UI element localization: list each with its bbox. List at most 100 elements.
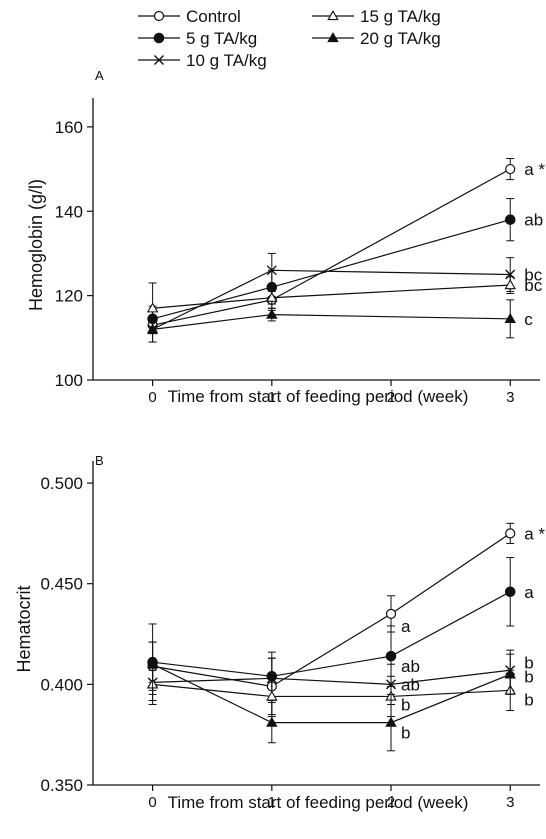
significance-label: bc: [524, 266, 542, 285]
significance-label: a *: [524, 160, 545, 179]
x-tick-label: 1: [268, 389, 276, 406]
significance-label: b: [401, 695, 410, 714]
x-tick-label: 0: [148, 389, 156, 406]
significance-label: ab *: [524, 211, 546, 230]
significance-labels: a a *: [401, 524, 545, 636]
data-point: [266, 716, 278, 727]
series-line: [152, 314, 511, 330]
series-line: [152, 532, 511, 687]
y-tick-label: 0.350: [40, 776, 83, 795]
x-tick-label: 2: [387, 389, 395, 406]
series: [146, 276, 516, 335]
series-line: [152, 683, 511, 698]
legend: Control 15 g TA/kg 5 g TA/kg 20 g TA/kg 10 g…: [138, 7, 441, 70]
significance-label: b: [524, 690, 533, 709]
series-line: [152, 168, 511, 326]
significance-label: b: [401, 724, 410, 743]
panel-b-hematocrit: B 0.350 0.400 0.450 0.500 0 1 2 3 Time from start…: [14, 453, 545, 812]
data-point: [146, 323, 159, 334]
significance-label: a: [524, 583, 534, 602]
series: [146, 299, 516, 343]
series: [147, 557, 516, 701]
y-tick-label: 0.400: [40, 675, 83, 694]
legend-label: 10 g TA/kg: [186, 51, 267, 70]
legend-marker-icon: [153, 10, 165, 22]
legend-label: 15 g TA/kg: [360, 7, 441, 26]
y-tick-label: 0.450: [40, 575, 83, 594]
legend-entry: 5 g TA/kg: [138, 29, 257, 48]
data-point: [266, 265, 277, 276]
data-point: [505, 163, 516, 175]
legend-marker-icon: [153, 32, 165, 44]
series-line: [152, 591, 511, 677]
significance-label: a: [401, 617, 411, 636]
data-point: [266, 690, 278, 701]
significance-labels: a *: [524, 160, 545, 179]
significance-label: bc: [524, 276, 542, 295]
y-tick-label: 160: [55, 118, 83, 137]
legend-entry: 10 g TA/kg: [138, 51, 267, 70]
significance-label: a *: [524, 524, 545, 543]
significance-labels: aba: [401, 583, 534, 676]
x-tick-label: 3: [506, 794, 514, 811]
data-point: [385, 608, 397, 620]
significance-labels: c: [524, 310, 533, 329]
data-point: [504, 668, 516, 679]
significance-label: b: [524, 653, 533, 672]
y-tick-label: 140: [55, 202, 83, 221]
data-point: [266, 308, 278, 319]
legend-marker-icon: [327, 32, 339, 43]
legend-label: Control: [186, 7, 241, 26]
x-axis-label: Time from start of feeding period (week): [168, 387, 469, 406]
significance-label: ab: [401, 675, 420, 694]
significance-labels: ab *: [524, 211, 546, 230]
data-point: [505, 528, 516, 539]
legend-label: 20 g TA/kg: [360, 29, 441, 48]
data-point: [385, 650, 397, 662]
data-point: [385, 716, 397, 727]
data-point: [504, 586, 516, 598]
significance-labels: bc: [524, 276, 542, 295]
data-point: [146, 302, 159, 313]
y-axis-label: Hemoglobin (g/l): [26, 179, 46, 311]
panel-label: A: [95, 68, 104, 83]
series: [146, 623, 516, 752]
series: [147, 252, 516, 343]
significance-label: c: [524, 310, 533, 329]
legend-marker-icon: [327, 10, 339, 21]
significance-labels: bc: [524, 266, 542, 285]
x-tick-label: 3: [506, 389, 514, 406]
series: [147, 158, 516, 335]
legend-entry: Control: [138, 7, 241, 26]
series-line: [152, 669, 511, 685]
data-point: [504, 279, 516, 290]
data-point: [504, 214, 516, 225]
data-point: [146, 658, 159, 669]
significance-labels: bb: [401, 667, 534, 742]
x-tick-label: 2: [387, 794, 395, 811]
legend-entry: 20 g TA/kg: [312, 29, 441, 48]
series: [146, 667, 516, 718]
panel-label: B: [95, 453, 104, 468]
y-tick-label: 100: [55, 371, 83, 390]
x-axis-label: Time from start of feeding period (week): [168, 793, 469, 812]
panel-a-hemoglobin: A 100 120 140 160 0 1 2 3 Time from start of feed…: [26, 68, 546, 406]
legend-marker-icon: [154, 55, 164, 65]
legend-label: 5 g TA/kg: [186, 29, 257, 48]
series-line: [152, 269, 511, 330]
x-tick-label: 0: [148, 794, 156, 811]
y-tick-label: 120: [55, 287, 83, 306]
significance-labels: ab b: [401, 653, 534, 694]
y-tick-label: 0.500: [40, 474, 83, 493]
data-point: [505, 269, 516, 280]
data-point: [504, 312, 516, 323]
significance-label: ab: [401, 657, 420, 676]
y-axis-label: Hematocrit: [14, 585, 34, 672]
data-point: [266, 291, 278, 302]
legend-entry: 15 g TA/kg: [312, 7, 441, 26]
series: [147, 198, 516, 332]
x-tick-label: 1: [268, 794, 276, 811]
series-line: [152, 663, 511, 724]
